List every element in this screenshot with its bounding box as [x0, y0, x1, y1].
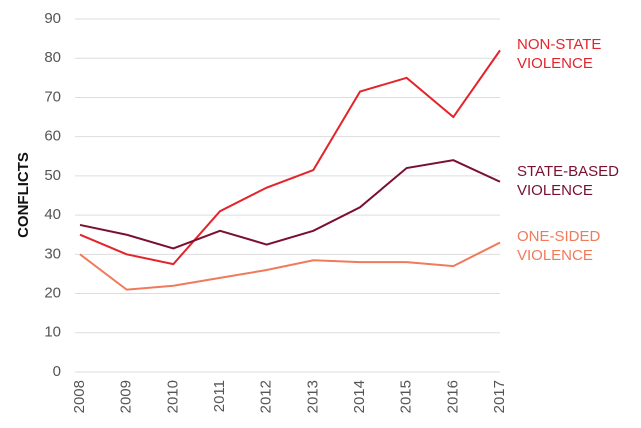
x-tick-label: 2013	[304, 380, 321, 413]
legend-label: STATE-BASED VIOLENCE	[517, 163, 619, 199]
x-tick-label: 2010	[164, 380, 181, 413]
x-tick-label: 2008	[71, 380, 88, 413]
y-tick-label: 10	[44, 324, 61, 341]
legend-label: NON-STATE VIOLENCE	[517, 36, 602, 72]
x-tick-label: 2011	[211, 380, 228, 412]
x-tick-label: 2009	[118, 380, 135, 413]
y-tick-label: 40	[44, 206, 61, 223]
x-tick-label: 2015	[398, 380, 415, 413]
series-line	[79, 49, 501, 266]
x-tick-label: 2014	[351, 380, 368, 413]
series-line	[79, 159, 501, 250]
y-tick-label: 70	[44, 88, 61, 105]
y-tick-label: 50	[44, 167, 61, 184]
series-line	[79, 241, 501, 291]
y-tick-label: 0	[53, 363, 61, 380]
y-tick-label: 90	[44, 10, 61, 27]
legend-label: ONE-SIDED VIOLENCE	[517, 228, 601, 264]
x-tick-label: 2017	[491, 380, 508, 413]
y-tick-label: 80	[44, 49, 61, 66]
y-axis-label: CONFLICTS	[15, 152, 32, 238]
y-tick-label: 30	[44, 245, 61, 262]
y-tick-label: 60	[44, 128, 61, 145]
y-tick-label: 20	[44, 285, 61, 302]
x-tick-label: 2016	[444, 380, 461, 413]
x-tick-label: 2012	[258, 380, 275, 413]
